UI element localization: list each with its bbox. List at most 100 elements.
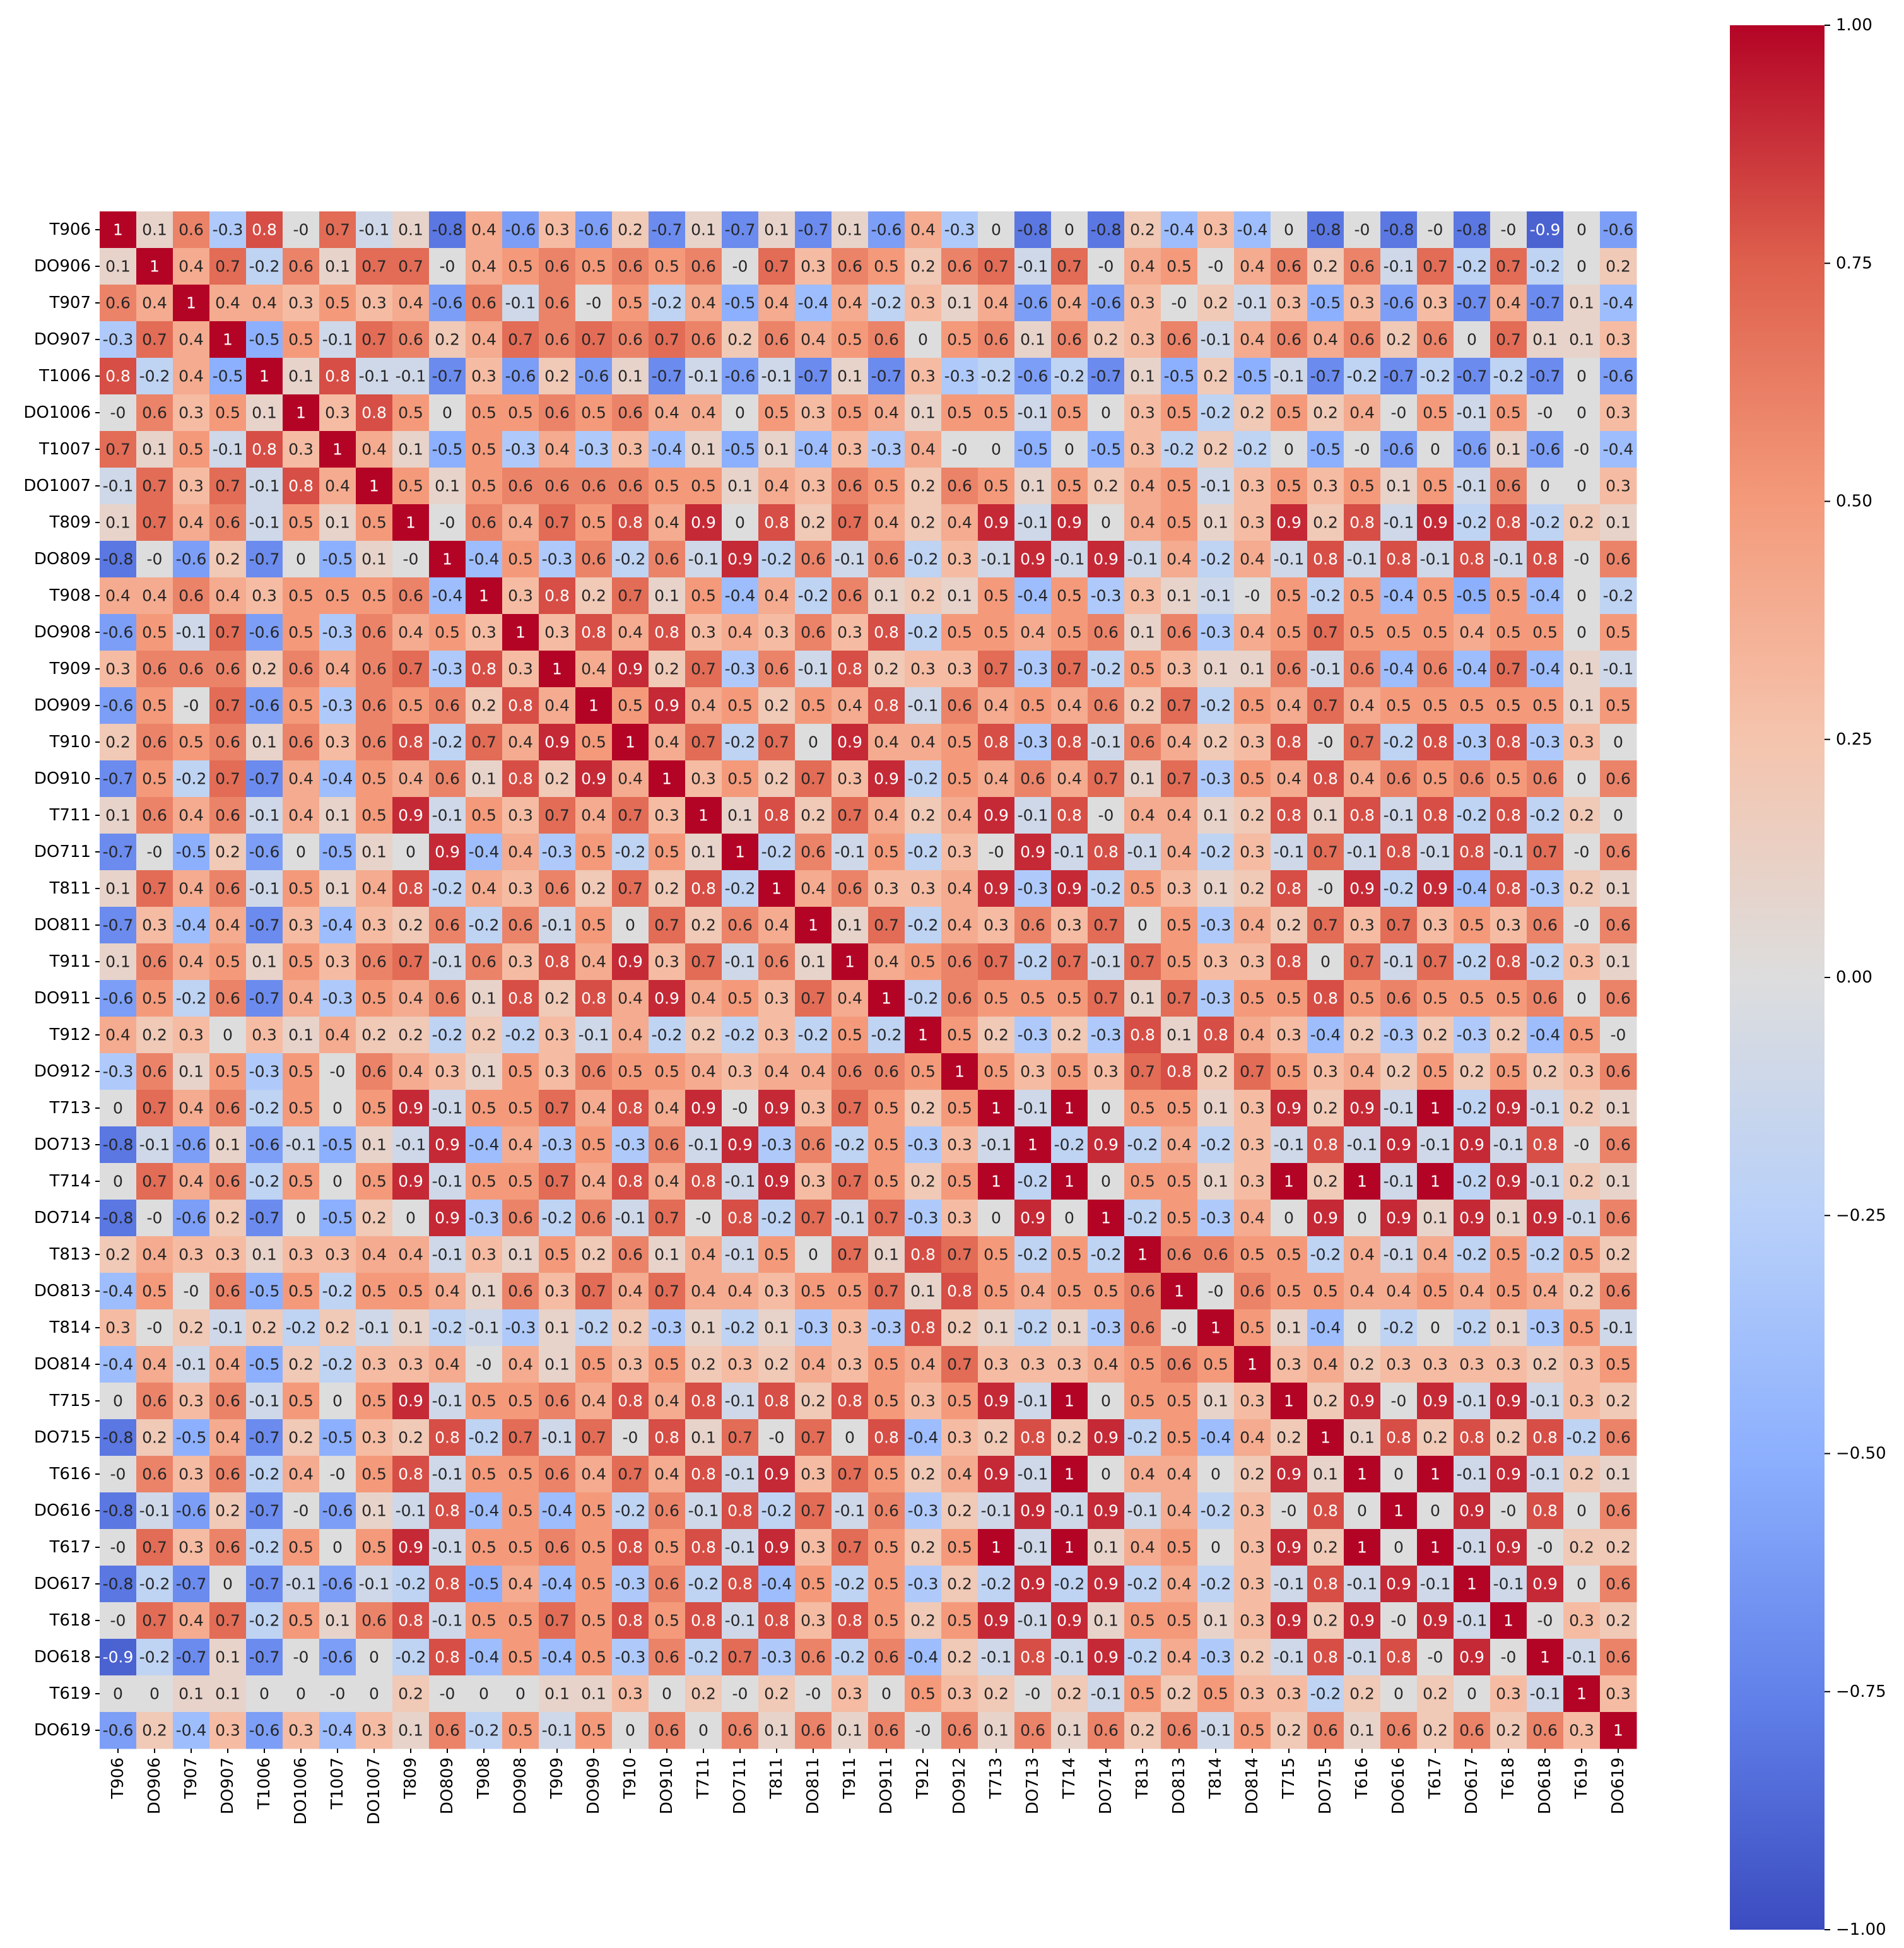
heatmap-cell	[1161, 651, 1198, 688]
heatmap-cell	[1161, 870, 1198, 907]
cell-value-label: -0.2	[908, 916, 939, 935]
heatmap-cell	[575, 541, 613, 578]
cell-value-label: 0.5	[508, 550, 533, 569]
heatmap-cell	[722, 870, 759, 907]
heatmap-cell	[649, 285, 686, 322]
cell-value-label: 0.5	[1240, 1319, 1265, 1337]
cell-value-label: -0.3	[871, 440, 902, 459]
y-tick-label: T616	[49, 1465, 91, 1484]
cell-value-label: -0.1	[1420, 1575, 1451, 1593]
cell-value-label: 0.2	[1093, 331, 1119, 349]
cell-value-label: 0.4	[764, 587, 789, 605]
heatmap-cell	[283, 285, 320, 322]
cell-value-label: 0.4	[1313, 331, 1338, 349]
cell-value-label: 0.9	[435, 1136, 460, 1154]
heatmap-cell	[1234, 724, 1271, 761]
heatmap-cell	[1051, 870, 1088, 907]
cell-value-label: 0.7	[874, 916, 899, 935]
heatmap-cell	[209, 870, 247, 907]
cell-value-label: 0.3	[1240, 514, 1265, 532]
cell-value-label: 0.5	[508, 1172, 533, 1191]
colorbar-tick-label: 0.00	[1836, 968, 1872, 987]
cell-value-label: -0.1	[1457, 1392, 1488, 1410]
cell-value-label: 0.5	[361, 806, 387, 825]
cell-value-label: 0.5	[1532, 697, 1558, 715]
cell-value-label: -0.1	[1347, 1648, 1378, 1667]
heatmap-cell	[1197, 797, 1235, 834]
cell-value-label: 0.1	[1020, 477, 1045, 495]
heatmap-cell	[978, 285, 1015, 322]
heatmap-cell	[649, 321, 686, 358]
heatmap-cell	[1600, 248, 1637, 285]
cell-value-label: -0.1	[688, 1136, 719, 1154]
heatmap-cell	[136, 285, 173, 322]
heatmap-cell	[100, 870, 137, 907]
cell-value-label: 0.1	[361, 1136, 387, 1154]
heatmap-cell	[539, 285, 576, 322]
heatmap-cell	[1161, 943, 1198, 981]
cell-value-label: 0.6	[142, 1465, 167, 1484]
heatmap-cell	[1124, 504, 1161, 541]
cell-value-label: 0.8	[1313, 770, 1338, 788]
cell-value-label: 0.5	[581, 1612, 606, 1630]
cell-value-label: 0.8	[398, 1612, 423, 1630]
cell-value-label: 0.3	[1313, 477, 1338, 495]
cell-value-label: -0	[1318, 880, 1334, 898]
cell-value-label: 0.6	[215, 1282, 240, 1301]
heatmap-cell	[649, 797, 686, 834]
cell-value-label: 0.4	[288, 806, 314, 825]
heatmap-cell	[1527, 834, 1564, 871]
cell-value-label: 0	[259, 1685, 269, 1703]
cell-value-label: -0.8	[103, 1429, 134, 1447]
cell-value-label: 0.8	[1313, 1648, 1338, 1667]
heatmap-cell	[1161, 980, 1198, 1017]
heatmap-cell	[1051, 248, 1088, 285]
heatmap-cell	[1380, 907, 1418, 944]
cell-value-label: -0	[440, 514, 455, 532]
heatmap-cell	[209, 468, 247, 505]
cell-value-label: 1	[1211, 1319, 1221, 1337]
cell-value-label: -0.7	[103, 916, 134, 935]
cell-value-label: 0.3	[1386, 1355, 1411, 1374]
cell-value-label: 0.8	[252, 440, 277, 459]
cell-value-label: 0	[1430, 440, 1440, 459]
cell-value-label: 0.5	[288, 331, 314, 349]
heatmap-cell	[1161, 577, 1198, 615]
heatmap-cell	[1088, 394, 1125, 432]
cell-value-label: -0	[989, 843, 1004, 861]
cell-value-label: 0.1	[1313, 806, 1338, 825]
cell-value-label: 0.3	[837, 770, 862, 788]
heatmap-cell	[941, 211, 978, 249]
heatmap-cell	[795, 468, 832, 505]
heatmap-cell	[1234, 394, 1271, 432]
cell-value-label: 0.8	[435, 1502, 460, 1520]
cell-value-label: -0.1	[249, 806, 280, 825]
cell-value-label: -0.1	[1530, 1172, 1561, 1191]
heatmap-cell	[100, 468, 137, 505]
cell-value-label: 0.1	[837, 367, 862, 386]
heatmap-cell	[283, 980, 320, 1017]
heatmap-cell	[502, 285, 539, 322]
cell-value-label: 0.3	[1240, 1575, 1265, 1593]
cell-value-label: 0.4	[215, 1355, 240, 1374]
cell-value-label: -0.6	[176, 550, 207, 569]
heatmap-cell	[758, 1017, 796, 1054]
cell-value-label: 0.6	[544, 331, 570, 349]
cell-value-label: 0.5	[361, 1465, 387, 1484]
cell-value-label: 0.2	[398, 916, 423, 935]
cell-value-label: 0.7	[691, 953, 716, 971]
cell-value-label: 0.3	[361, 1429, 387, 1447]
cell-value-label: 0.7	[398, 257, 423, 276]
cell-value-label: 0.3	[947, 1429, 972, 1447]
heatmap-cell	[649, 724, 686, 761]
heatmap-cell	[246, 687, 283, 724]
cell-value-label: -0.2	[761, 1209, 792, 1227]
cell-value-label: -0.1	[1018, 806, 1049, 825]
heatmap-cell	[1417, 285, 1454, 322]
heatmap-cell	[1161, 468, 1198, 505]
cell-value-label: 0.4	[1349, 1063, 1375, 1081]
heatmap-cell	[1014, 797, 1052, 834]
heatmap-cell	[100, 358, 137, 395]
cell-value-label: 0.5	[1496, 770, 1521, 788]
cell-value-label: 0	[1357, 1319, 1367, 1337]
